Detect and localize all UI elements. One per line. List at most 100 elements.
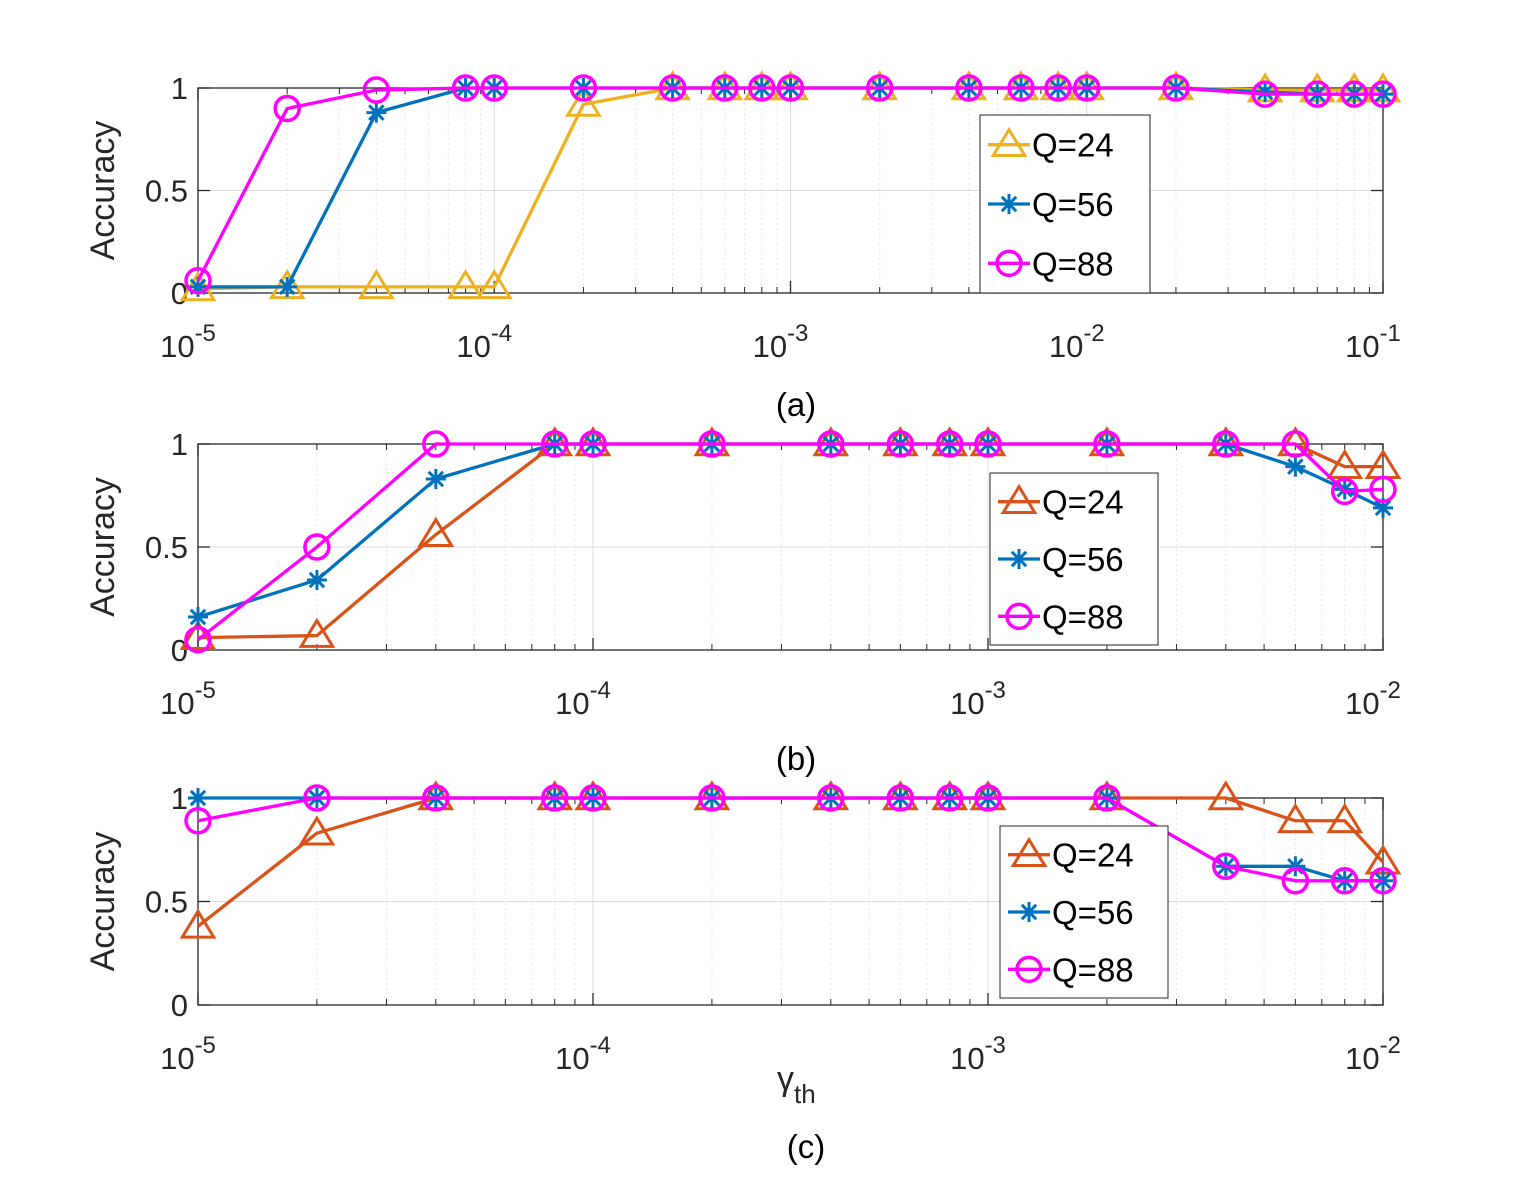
data-point: [1212, 430, 1240, 458]
series-q-88: [184, 430, 1397, 654]
data-point: [1303, 80, 1332, 108]
data-point: [974, 784, 1002, 812]
x-tick-exponent: -5: [195, 1032, 216, 1059]
data-point: [1162, 74, 1190, 102]
data-point: [1369, 80, 1397, 108]
x-tick-exponent: -1: [1380, 320, 1401, 347]
series-q-88: [184, 784, 1397, 895]
y-tick-label: 0.5: [145, 885, 188, 920]
data-point: [579, 784, 607, 812]
data-point: [1093, 784, 1121, 812]
y-tick-label: 1: [171, 781, 188, 816]
x-tick-label: 10-3: [950, 1032, 1006, 1076]
data-point: [1044, 74, 1072, 102]
data-point: [422, 430, 450, 458]
data-point: [1207, 780, 1245, 811]
x-tick-base: 10: [950, 1041, 984, 1076]
data-point: [298, 617, 336, 648]
data-point: [303, 533, 331, 561]
data-point: [1073, 74, 1101, 102]
data-point: [447, 268, 484, 300]
data-point: [569, 74, 598, 102]
y-tick-label: 0.5: [145, 530, 188, 565]
y-axis-label: Accuracy: [84, 477, 122, 617]
data-point: [306, 569, 327, 590]
y-tick-label: 1: [171, 427, 188, 462]
x-tick-exponent: -2: [1083, 320, 1104, 347]
data-point: [268, 268, 306, 300]
x-tick-exponent: -5: [195, 320, 216, 347]
legend-entry: Q=56: [1052, 894, 1134, 931]
data-point: [817, 784, 845, 812]
data-point: [277, 276, 298, 297]
data-point: [935, 784, 964, 812]
x-tick-label: 10-2: [1049, 320, 1105, 364]
data-point: [1285, 856, 1306, 877]
data-point: [366, 102, 387, 123]
legend-marker: [990, 126, 1028, 157]
caption-a: (a): [776, 386, 816, 423]
legend-entry: Q=88: [1032, 245, 1114, 282]
data-point: [935, 430, 964, 458]
data-point: [273, 94, 301, 123]
series-line: [196, 86, 1383, 282]
data-point: [1093, 430, 1121, 458]
legend: Q=24 Q=56 Q=88: [999, 825, 1169, 999]
data-point: [188, 788, 208, 808]
y-tick-label: 0: [171, 633, 188, 668]
x-axis-label: γth: [777, 1060, 816, 1109]
data-point: [776, 74, 805, 102]
series-line: [196, 442, 1384, 642]
data-point: [711, 74, 739, 102]
x-tick-base: 10: [456, 329, 490, 364]
data-point: [540, 784, 569, 812]
x-tick-exponent: -4: [590, 677, 611, 704]
data-point: [188, 276, 208, 297]
data-point: [579, 430, 607, 458]
data-point: [1369, 475, 1397, 504]
x-axis-label-sub: th: [794, 1079, 816, 1109]
data-point: [1326, 802, 1364, 834]
y-tick-label: 0.5: [145, 174, 188, 209]
data-point: [422, 784, 450, 812]
x-tick-exponent: -3: [985, 1032, 1006, 1059]
caption-c: (c): [787, 1128, 825, 1165]
data-point: [540, 430, 569, 458]
data-point: [480, 74, 508, 102]
x-tick-label: 10-1: [1345, 320, 1401, 364]
x-tick-exponent: -4: [590, 1032, 611, 1059]
data-point: [1330, 477, 1359, 506]
data-point: [184, 807, 212, 835]
x-tick-base: 10: [160, 1041, 194, 1076]
x-tick-label: 10-4: [456, 320, 512, 364]
data-point: [475, 268, 513, 300]
caption-b: (b): [776, 740, 816, 777]
legend: Q=24 Q=56 Q=88: [979, 114, 1151, 294]
x-tick-exponent: -2: [1380, 1032, 1401, 1059]
legend-entry: Q=88: [1042, 598, 1124, 635]
data-point: [565, 86, 602, 117]
data-point: [698, 784, 726, 812]
x-tick-base: 10: [950, 686, 984, 721]
data-point: [417, 516, 455, 547]
data-point: [748, 74, 776, 102]
data-point: [1255, 82, 1276, 103]
x-tick-base: 10: [1345, 686, 1379, 721]
legend-marker: [1005, 602, 1033, 631]
data-point: [886, 784, 915, 812]
y-axis-label: Accuracy: [84, 121, 122, 261]
data-point: [184, 625, 212, 654]
x-tick-base: 10: [1049, 329, 1083, 364]
data-point: [357, 268, 395, 300]
data-point: [188, 607, 208, 628]
data-point: [1251, 80, 1279, 108]
series-q-88: [184, 74, 1397, 295]
x-tick-base: 10: [555, 1041, 589, 1076]
data-point: [817, 430, 845, 458]
legend-entry: Q=88: [1052, 951, 1134, 988]
x-tick-label: 10-2: [1345, 677, 1401, 721]
data-point: [974, 430, 1002, 458]
x-tick-label: 10-3: [950, 677, 1006, 721]
